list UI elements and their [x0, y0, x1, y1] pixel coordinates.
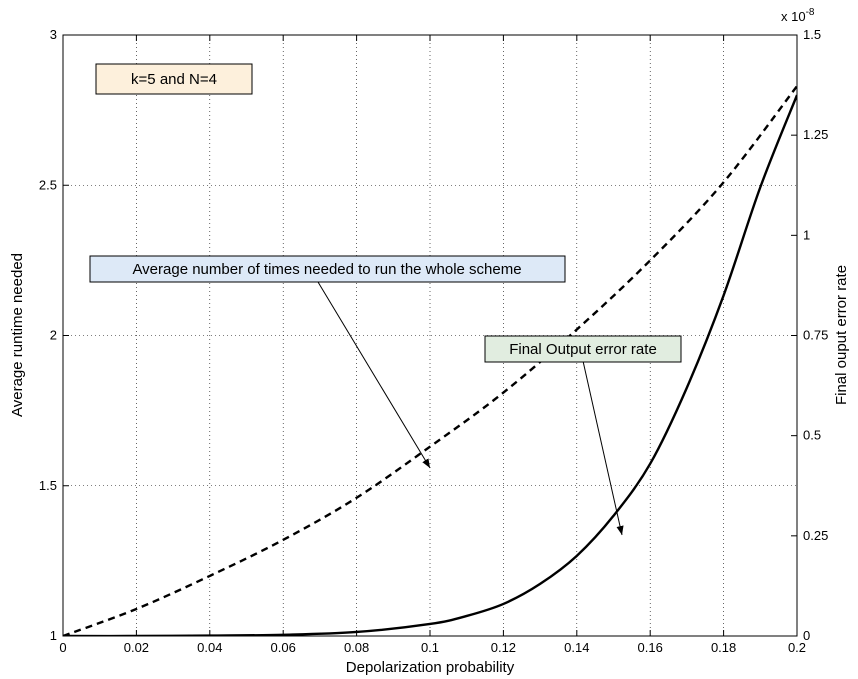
- annotation-error: Final Output error rate: [484, 335, 682, 536]
- y-left-tick-label: 2.5: [39, 177, 57, 192]
- x-tick-label: 0: [59, 640, 66, 655]
- x-tick-label: 0.12: [491, 640, 516, 655]
- annotation-params-text: k=5 and N=4: [131, 71, 217, 88]
- series-line-error-rate: [63, 94, 797, 636]
- x-tick-label: 0.08: [344, 640, 369, 655]
- y-right-tick-label: 1.5: [803, 27, 821, 42]
- x-tick-label: 0.16: [638, 640, 663, 655]
- x-tick-label: 0.14: [564, 640, 589, 655]
- y-right-tick-label: 0.5: [803, 428, 821, 443]
- x-tick-label: 0.1: [421, 640, 439, 655]
- annotation-runtime-arrow: [317, 281, 431, 469]
- y-left-tick-label: 1.5: [39, 478, 57, 493]
- annotation-params: k=5 and N=4: [95, 63, 253, 95]
- x-tick-label: 0.04: [197, 640, 222, 655]
- x-tick-label: 0.18: [711, 640, 736, 655]
- x-axis-label: Depolarization probability: [346, 659, 515, 676]
- y-left-tick-label: 1: [50, 628, 57, 643]
- x-tick-label: 0.06: [271, 640, 296, 655]
- annotation-params-box: [95, 63, 253, 95]
- y-right-tick-label: 0.25: [803, 528, 828, 543]
- x-tick-label: 0.2: [788, 640, 806, 655]
- y-right-tick-label: 0.75: [803, 328, 828, 343]
- series-line-runtime: [63, 85, 797, 636]
- y-axis-left-label: Average runtime needed: [9, 253, 26, 417]
- annotation-runtime-text: Average number of times needed to run th…: [132, 261, 521, 278]
- y-right-tick-label: 0: [803, 628, 810, 643]
- series-layer: [63, 85, 797, 636]
- annotation-error-box: [484, 335, 682, 363]
- y-left-tick-label: 2: [50, 328, 57, 343]
- annotation-runtime: Average number of times needed to run th…: [89, 255, 566, 469]
- y-left-tick-label: 3: [50, 27, 57, 42]
- y-axis-right-label: Final ouput error rate: [833, 265, 850, 405]
- right-axis-multiplier: x 10-8: [781, 7, 815, 24]
- annotation-error-arrow: [582, 360, 624, 536]
- y-right-tick-label: 1.25: [803, 127, 828, 142]
- multiplier-base: x 10: [781, 9, 806, 24]
- y-right-tick-label: 1: [803, 227, 810, 242]
- annotation-runtime-box: [89, 255, 566, 283]
- ticks: 0 0.02 0.04 0.06 0.08 0.1 0.12 0.14 0.16 0.18 0.2 1…: [39, 27, 828, 655]
- multiplier-exponent: -8: [806, 7, 815, 18]
- x-tick-label: 0.02: [124, 640, 149, 655]
- annotation-error-text: Final Output error rate: [509, 341, 657, 358]
